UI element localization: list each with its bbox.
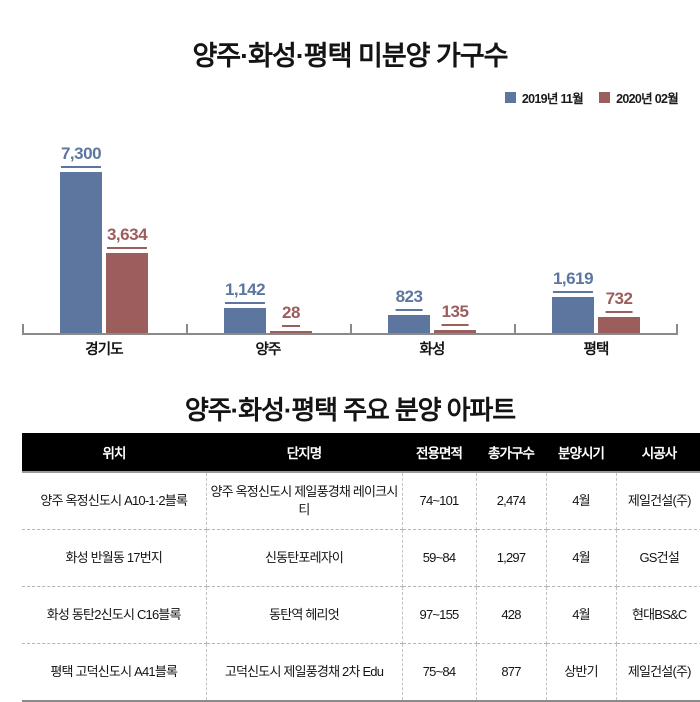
chart-legend: 2019년 11월 2020년 02월 <box>504 88 679 107</box>
bar-column[interactable]: 28 <box>270 120 312 333</box>
x-axis-label: 평택 <box>583 342 609 358</box>
cell-location: 화성 반월동 17번지 <box>22 529 207 587</box>
cell-area: 74~101 <box>402 471 477 530</box>
cell-builder: 제일건설(주) <box>616 643 700 702</box>
bar-value-label: 823 <box>395 287 423 311</box>
cell-timing: 4월 <box>546 471 617 530</box>
chart-title: 양주·화성·평택 미분양 가구수 <box>192 41 508 71</box>
axis-tick <box>514 324 516 333</box>
apartment-table: 위치 단지명 전용면적 총가구수 분양시기 시공사 양주 옥정신도시 A10-1… <box>22 433 700 702</box>
bar-group: 7,300 3,634 <box>60 120 148 333</box>
x-axis-label: 화성 <box>419 342 445 358</box>
cell-location: 평택 고덕신도시 A41블록 <box>22 643 207 702</box>
bar[interactable] <box>224 307 266 333</box>
column-header-location: 위치 <box>22 433 206 472</box>
cell-complex: 양주 옥정신도시 제일풍경채 레이크시티 <box>206 471 403 530</box>
bar-column[interactable]: 135 <box>434 120 476 333</box>
bar-chart-plot: 7,300 3,634 1,142 28 823 135 1,619 732 <box>22 120 678 335</box>
table-row: 평택 고덕신도시 A41블록 고덕신도시 제일풍경채 2차 Edu 75~84 877… <box>22 643 700 702</box>
cell-area: 75~84 <box>402 643 477 702</box>
cell-area: 97~155 <box>402 586 477 644</box>
bar-column[interactable]: 7,300 <box>60 120 102 333</box>
axis-tick <box>676 324 678 333</box>
cell-location: 양주 옥정신도시 A10-1·2블록 <box>22 471 207 530</box>
cell-units: 428 <box>476 586 547 644</box>
column-header-complex: 단지명 <box>206 433 402 472</box>
table-header-row: 위치 단지명 전용면적 총가구수 분양시기 시공사 <box>22 433 700 472</box>
bar-value-label: 7,300 <box>60 144 102 168</box>
table-row: 화성 동탄2신도시 C16블록 동탄역 헤리엇 97~155 428 4월 현대BS&C <box>22 586 700 644</box>
axis-tick <box>22 324 24 333</box>
bar-value-label: 135 <box>441 302 469 327</box>
column-header-timing: 분양시기 <box>546 433 616 472</box>
bar[interactable] <box>270 331 312 333</box>
bar-group: 1,142 28 <box>224 120 312 333</box>
bar[interactable] <box>60 172 102 333</box>
table-row: 양주 옥정신도시 A10-1·2블록 양주 옥정신도시 제일풍경채 레이크시티 74… <box>22 471 700 530</box>
legend-swatch-icon <box>504 92 516 103</box>
legend-item-series-1: 2019년 11월 <box>504 88 584 107</box>
cell-units: 877 <box>476 643 547 702</box>
bar-value-label: 732 <box>605 289 633 313</box>
bar-column[interactable]: 1,142 <box>224 120 266 333</box>
bar-value-label: 1,619 <box>552 269 594 294</box>
cell-timing: 4월 <box>546 586 617 644</box>
legend-item-series-2: 2020년 02월 <box>599 88 679 107</box>
column-header-units: 총가구수 <box>476 433 546 472</box>
legend-swatch-icon <box>599 92 611 103</box>
bar-value-label: 1,142 <box>224 280 266 304</box>
cell-builder: 현대BS&C <box>616 586 700 644</box>
legend-label: 2020년 02월 <box>616 92 679 106</box>
bar-group: 1,619 732 <box>552 120 640 333</box>
bar-value-label: 3,634 <box>106 225 148 249</box>
x-axis-category-labels: 경기도 양주 화성 평택 <box>22 338 678 362</box>
table-row: 화성 반월동 17번지 신동탄포레자이 59~84 1,297 4월 GS건설 <box>22 529 700 587</box>
bar-value-label: 28 <box>282 303 300 327</box>
cell-complex: 신동탄포레자이 <box>206 529 403 587</box>
cell-complex: 동탄역 헤리엇 <box>206 586 403 644</box>
cell-builder: 제일건설(주) <box>616 471 700 530</box>
x-axis-label: 경기도 <box>85 342 123 358</box>
axis-tick <box>350 324 352 333</box>
cell-timing: 4월 <box>546 529 617 587</box>
bar-column[interactable]: 3,634 <box>106 120 148 333</box>
column-header-builder: 시공사 <box>616 433 700 472</box>
cell-area: 59~84 <box>402 529 477 587</box>
chart-section: 양주·화성·평택 미분양 가구수 2019년 11월 2020년 02월 7,3… <box>22 41 679 362</box>
bar-column[interactable]: 1,619 <box>552 120 594 333</box>
column-header-area: 전용면적 <box>402 433 476 472</box>
cell-units: 1,297 <box>476 529 547 587</box>
bar[interactable] <box>552 297 594 333</box>
bar[interactable] <box>388 314 430 333</box>
table-head: 위치 단지명 전용면적 총가구수 분양시기 시공사 <box>22 433 700 472</box>
legend-label: 2019년 11월 <box>521 92 584 106</box>
bar[interactable] <box>434 330 476 333</box>
cell-units: 2,474 <box>476 471 547 530</box>
x-axis-label: 양주 <box>255 342 281 358</box>
bar[interactable] <box>598 316 640 333</box>
axis-tick <box>186 324 188 333</box>
table-body: 양주 옥정신도시 A10-1·2블록 양주 옥정신도시 제일풍경채 레이크시티 74… <box>22 471 700 702</box>
cell-complex: 고덕신도시 제일풍경채 2차 Edu <box>206 643 403 702</box>
bar-column[interactable]: 823 <box>388 120 430 333</box>
cell-location: 화성 동탄2신도시 C16블록 <box>22 586 207 644</box>
cell-timing: 상반기 <box>546 643 617 702</box>
cell-builder: GS건설 <box>616 529 700 587</box>
bar[interactable] <box>106 252 148 333</box>
bar-group: 823 135 <box>388 120 476 333</box>
table-title: 양주·화성·평택 주요 분양 아파트 <box>184 395 516 425</box>
bar-column[interactable]: 732 <box>598 120 640 333</box>
x-axis-line <box>22 333 678 335</box>
